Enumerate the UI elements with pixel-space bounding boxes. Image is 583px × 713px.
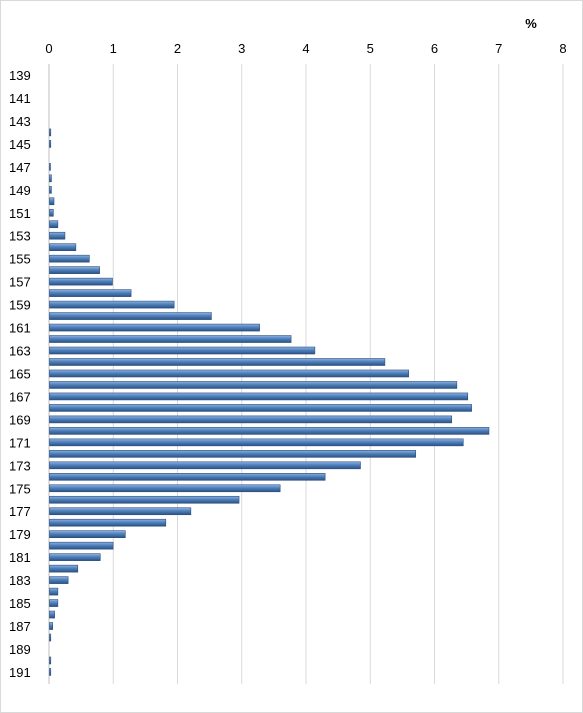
- y-tick-label: 149: [9, 183, 31, 198]
- y-tick-label: 187: [9, 619, 31, 634]
- unit-label: %: [525, 16, 537, 31]
- y-tick-label: 179: [9, 527, 31, 542]
- bar-144: [49, 128, 52, 137]
- bar-158: [49, 289, 132, 297]
- y-tick-label: 169: [9, 412, 31, 427]
- y-tick-label: 151: [9, 206, 31, 221]
- y-tick-label: 159: [9, 298, 31, 313]
- x-tick-label: 5: [367, 41, 374, 56]
- y-tick-label: 143: [9, 114, 31, 129]
- bar-150: [49, 197, 55, 206]
- y-tick-label: 191: [9, 665, 31, 680]
- bar-164: [49, 358, 386, 366]
- bar-174: [49, 472, 326, 481]
- y-tick-label: 139: [9, 68, 31, 83]
- bar-148: [49, 174, 52, 183]
- y-tick-label: 145: [9, 137, 31, 152]
- bar-172: [49, 450, 417, 458]
- y-tick-label: 175: [9, 481, 31, 496]
- bar-176: [49, 495, 240, 504]
- x-tick-labels: 0 1 2 3 4 5 6 7 8: [45, 41, 566, 56]
- bar-147: [49, 163, 51, 171]
- x-tick-label: 3: [238, 41, 245, 56]
- x-tick-label: 2: [174, 41, 181, 56]
- y-tick-label: 165: [9, 366, 31, 381]
- bar-186: [49, 610, 55, 619]
- x-tick-label: 6: [431, 41, 438, 56]
- bar-171: [49, 438, 464, 447]
- bar-152: [49, 220, 59, 229]
- y-tick-label: 185: [9, 596, 31, 611]
- bars: [49, 128, 490, 676]
- y-tick-label: 177: [9, 504, 31, 519]
- bar-183: [49, 576, 69, 584]
- bar-157: [49, 277, 113, 286]
- bar-165: [49, 369, 409, 378]
- bar-187: [49, 622, 54, 630]
- bar-161: [49, 323, 260, 332]
- bar-168: [49, 404, 472, 412]
- y-tick-label: 173: [9, 458, 31, 473]
- bar-179: [49, 530, 126, 539]
- bar-185: [49, 599, 59, 607]
- x-tick-label: 7: [495, 41, 502, 56]
- bar-175: [49, 484, 281, 493]
- bar-188: [49, 633, 52, 642]
- bar-181: [49, 553, 101, 561]
- y-tick-label: 167: [9, 389, 31, 404]
- y-tick-label: 155: [9, 252, 31, 267]
- y-tick-label: 153: [9, 229, 31, 244]
- y-tick-label: 141: [9, 91, 31, 106]
- bar-154: [49, 243, 77, 251]
- bar-170: [49, 427, 490, 435]
- bar-177: [49, 507, 192, 516]
- bar-149: [49, 186, 52, 194]
- bar-166: [49, 381, 458, 389]
- bar-190: [49, 656, 52, 665]
- y-tick-label: 161: [9, 321, 31, 336]
- bar-156: [49, 266, 100, 274]
- bar-182: [49, 564, 79, 573]
- x-tick-label: 8: [559, 41, 566, 56]
- bar-151: [49, 208, 54, 217]
- y-tick-labels: 139 141 143 145 147 149 151 153 155 157 159 161 163 1…: [9, 68, 31, 680]
- bar-191: [49, 668, 52, 676]
- x-tick-label: 0: [45, 41, 52, 56]
- y-tick-label: 171: [9, 435, 31, 450]
- bar-180: [49, 541, 114, 550]
- y-tick-label: 157: [9, 275, 31, 290]
- y-tick-label: 163: [9, 344, 31, 359]
- bar-167: [49, 392, 469, 401]
- bar-173: [49, 461, 361, 470]
- x-tick-label: 4: [302, 41, 309, 56]
- bar-178: [49, 518, 167, 527]
- bar-155: [49, 254, 90, 263]
- bar-153: [49, 231, 66, 240]
- x-tick-label: 1: [110, 41, 117, 56]
- y-tick-label: 189: [9, 642, 31, 657]
- bar-159: [49, 300, 175, 309]
- bar-163: [49, 346, 316, 355]
- bar-184: [49, 587, 59, 596]
- bar-162: [49, 335, 292, 343]
- y-tick-label: 183: [9, 573, 31, 588]
- y-tick-label: 181: [9, 550, 31, 565]
- bar-145: [49, 140, 52, 148]
- bar-169: [49, 415, 453, 424]
- bar-160: [49, 312, 212, 320]
- y-tick-label: 147: [9, 160, 31, 175]
